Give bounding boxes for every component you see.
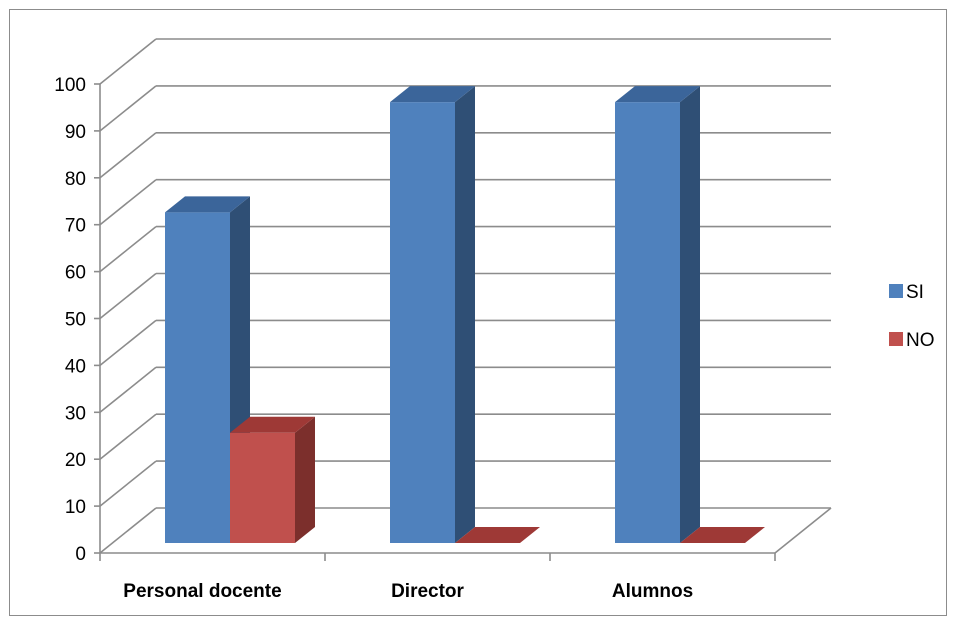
bar-side bbox=[455, 86, 475, 543]
y-tick-label: 40 bbox=[65, 356, 86, 377]
bar-top bbox=[165, 196, 250, 213]
legend-label: SI bbox=[906, 282, 924, 303]
y-tick-label: 10 bbox=[65, 497, 86, 518]
gridline-depth bbox=[99, 38, 157, 85]
y-tick-label: 20 bbox=[65, 450, 86, 471]
legend-swatch bbox=[889, 332, 903, 346]
gridline-depth bbox=[99, 225, 157, 273]
bar-top bbox=[615, 86, 700, 103]
gridline-depth bbox=[99, 132, 157, 179]
y-tick-label: 90 bbox=[65, 122, 86, 143]
bar-side bbox=[680, 86, 700, 543]
gridline-depth bbox=[99, 460, 157, 507]
gridline-depth bbox=[99, 85, 157, 132]
x-tick-label: Director bbox=[391, 581, 464, 602]
floor-right-edge bbox=[774, 507, 832, 554]
bar-top bbox=[390, 86, 475, 103]
bar-side bbox=[295, 416, 315, 543]
gridline-depth bbox=[99, 413, 157, 460]
gridline-depth bbox=[99, 507, 157, 554]
bar-top bbox=[680, 527, 765, 543]
bar-front bbox=[390, 102, 455, 543]
gridline-depth bbox=[99, 272, 157, 320]
bar-front bbox=[230, 432, 295, 543]
gridline-depth bbox=[99, 179, 157, 226]
y-tick-label: 70 bbox=[65, 216, 86, 237]
bar-top bbox=[230, 416, 315, 433]
x-tick-label: Alumnos bbox=[612, 581, 693, 602]
y-tick-label: 100 bbox=[54, 75, 86, 96]
y-tick-label: 50 bbox=[65, 310, 86, 331]
y-tick-label: 30 bbox=[65, 403, 86, 424]
y-tick-label: 0 bbox=[75, 544, 86, 565]
gridline-depth bbox=[99, 319, 157, 367]
bar-front bbox=[615, 102, 680, 543]
x-tick-label: Personal docente bbox=[123, 581, 281, 602]
gridline-depth bbox=[99, 366, 157, 413]
legend-label: NO bbox=[906, 330, 935, 351]
bar-front bbox=[165, 212, 230, 544]
y-tick-label: 80 bbox=[65, 169, 86, 190]
bar-top bbox=[455, 527, 540, 543]
y-tick-label: 60 bbox=[65, 263, 86, 284]
legend-swatch bbox=[889, 284, 903, 298]
